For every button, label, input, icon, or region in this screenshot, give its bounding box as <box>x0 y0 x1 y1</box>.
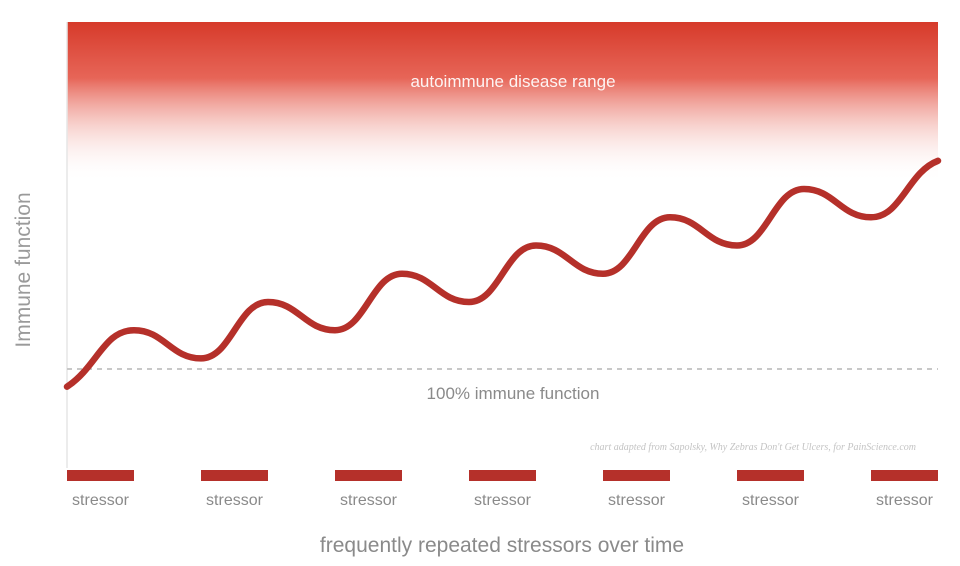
immune-function-line <box>63 157 942 390</box>
stressor-tick-label: stressor <box>72 492 130 509</box>
x-axis-label: frequently repeated stressors over time <box>320 534 684 557</box>
stressor-row: stressor stressor stressor stressor stressor… <box>67 470 938 509</box>
stressor-bar <box>737 470 804 481</box>
stressor-bar <box>335 470 402 481</box>
stressor-tick-label: stressor <box>876 492 934 509</box>
stressor-tick-label: stressor <box>742 492 800 509</box>
stressor-bar <box>603 470 670 481</box>
stressor-tick-label: stressor <box>340 492 398 509</box>
stressor-bar <box>469 470 536 481</box>
stressor-bar <box>871 470 938 481</box>
credit-text: chart adapted from Sapolsky, Why Zebras … <box>590 442 916 453</box>
y-axis-label: Immune function <box>12 192 35 347</box>
baseline-label: 100% immune function <box>427 384 600 403</box>
autoimmune-range-band <box>67 22 938 182</box>
autoimmune-range-label: autoimmune disease range <box>410 72 615 91</box>
stressor-bar <box>201 470 268 481</box>
stressor-tick-label: stressor <box>206 492 264 509</box>
stressor-tick-label: stressor <box>608 492 666 509</box>
stressor-bar <box>67 470 134 481</box>
stressor-tick-label: stressor <box>474 492 532 509</box>
